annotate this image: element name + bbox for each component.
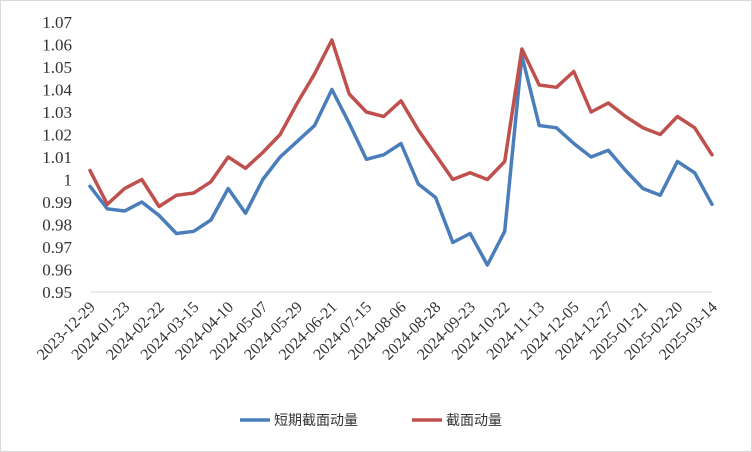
series-line-2	[88, 38, 714, 209]
y-tick-label: 0.98	[42, 216, 72, 235]
y-tick-label: 1.05	[42, 58, 72, 77]
y-tick-label: 0.96	[42, 261, 72, 280]
y-tick-label: 0.95	[42, 283, 72, 302]
y-tick-label: 1.06	[42, 36, 72, 55]
legend-label-2: 截面动量	[446, 413, 502, 429]
y-tick-label: 1	[64, 171, 73, 190]
y-tick-label: 1.03	[42, 103, 72, 122]
y-tick-label: 1.04	[42, 81, 72, 100]
y-tick-label: 1.01	[42, 148, 72, 167]
y-tick-label: 1.02	[42, 126, 72, 145]
y-tick-label: 1.07	[42, 13, 72, 32]
y-tick-label: 0.99	[42, 193, 72, 212]
y-tick-label: 0.97	[42, 238, 72, 257]
series-line-1	[88, 54, 714, 267]
legend-label-1: 短期截面动量	[274, 413, 358, 429]
